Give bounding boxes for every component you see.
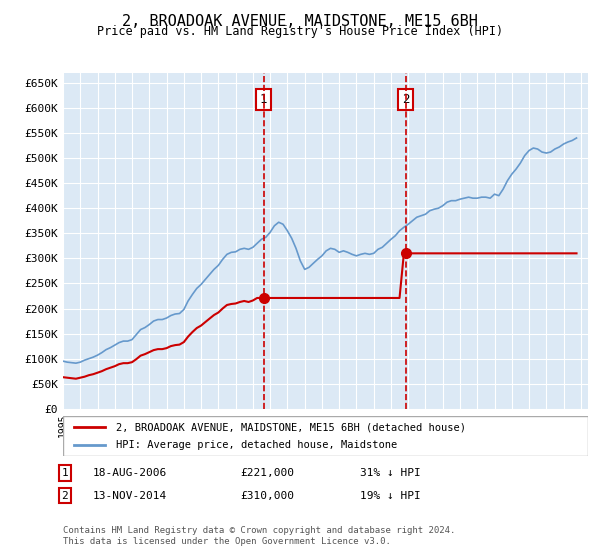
Text: 1: 1	[61, 468, 68, 478]
Text: 2: 2	[61, 491, 68, 501]
Text: 31% ↓ HPI: 31% ↓ HPI	[360, 468, 421, 478]
Text: £221,000: £221,000	[240, 468, 294, 478]
Text: 13-NOV-2014: 13-NOV-2014	[93, 491, 167, 501]
Text: HPI: Average price, detached house, Maidstone: HPI: Average price, detached house, Maid…	[115, 440, 397, 450]
Text: 18-AUG-2006: 18-AUG-2006	[93, 468, 167, 478]
Text: 2, BROADOAK AVENUE, MAIDSTONE, ME15 6BH (detached house): 2, BROADOAK AVENUE, MAIDSTONE, ME15 6BH …	[115, 422, 466, 432]
Text: £310,000: £310,000	[240, 491, 294, 501]
Text: 19% ↓ HPI: 19% ↓ HPI	[360, 491, 421, 501]
Text: 1: 1	[260, 93, 268, 106]
Text: 2, BROADOAK AVENUE, MAIDSTONE, ME15 6BH: 2, BROADOAK AVENUE, MAIDSTONE, ME15 6BH	[122, 14, 478, 29]
FancyBboxPatch shape	[63, 416, 588, 456]
Text: 2: 2	[402, 93, 410, 106]
Text: Price paid vs. HM Land Registry's House Price Index (HPI): Price paid vs. HM Land Registry's House …	[97, 25, 503, 38]
Text: Contains HM Land Registry data © Crown copyright and database right 2024.
This d: Contains HM Land Registry data © Crown c…	[63, 526, 455, 546]
